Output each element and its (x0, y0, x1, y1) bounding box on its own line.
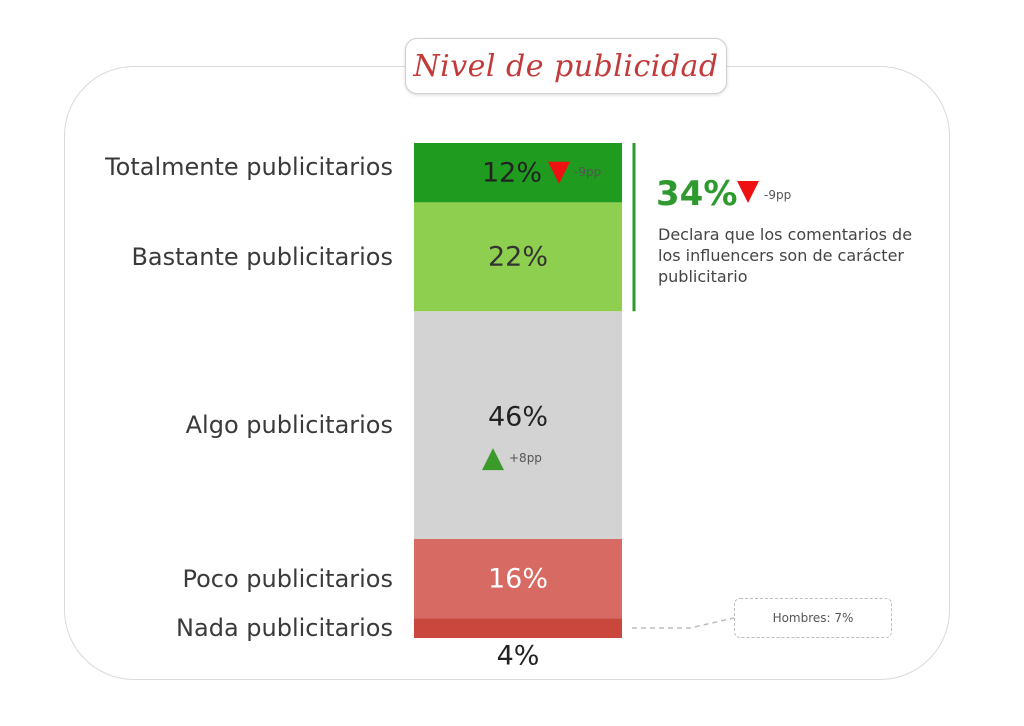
category-label-0: Totalmente publicitarios (105, 152, 393, 181)
value-label-1: 22% (487, 241, 549, 273)
category-label-2: Algo publicitarios (185, 411, 393, 440)
note-connector (632, 617, 735, 629)
bar-segment-1 (414, 202, 622, 312)
value-label-0: 12% (481, 157, 543, 189)
summary-delta: -9pp (764, 188, 792, 202)
chart-title: Nivel de publicidad (405, 38, 727, 94)
bar-segment-4 (414, 618, 622, 638)
note-box: Hombres: 7% (734, 598, 892, 638)
summary-value: 34% (656, 174, 737, 214)
summary-description: Declara que los comentarios de los influ… (658, 225, 913, 286)
value-label-2: 46% (487, 401, 549, 433)
delta-triangle-0 (548, 161, 570, 184)
delta-text-0: -9pp (574, 164, 602, 179)
category-label-3: Poco publicitarios (182, 564, 393, 593)
bar-segment-2 (414, 311, 622, 539)
summary-percent: 34% (656, 174, 738, 214)
summary-delta-triangle (737, 181, 759, 203)
note-text: Hombres: 7% (772, 611, 854, 625)
bar-segment-3 (414, 539, 622, 619)
delta-triangle-1 (482, 448, 504, 471)
bar-segment-0 (414, 143, 622, 203)
category-label-4: Nada publicitarios (176, 614, 393, 643)
category-label-1: Bastante publicitarios (131, 242, 393, 271)
value-label-3: 16% (487, 563, 549, 595)
delta-text-1: +8pp (509, 451, 542, 466)
value-label-4: 4% (496, 640, 540, 672)
